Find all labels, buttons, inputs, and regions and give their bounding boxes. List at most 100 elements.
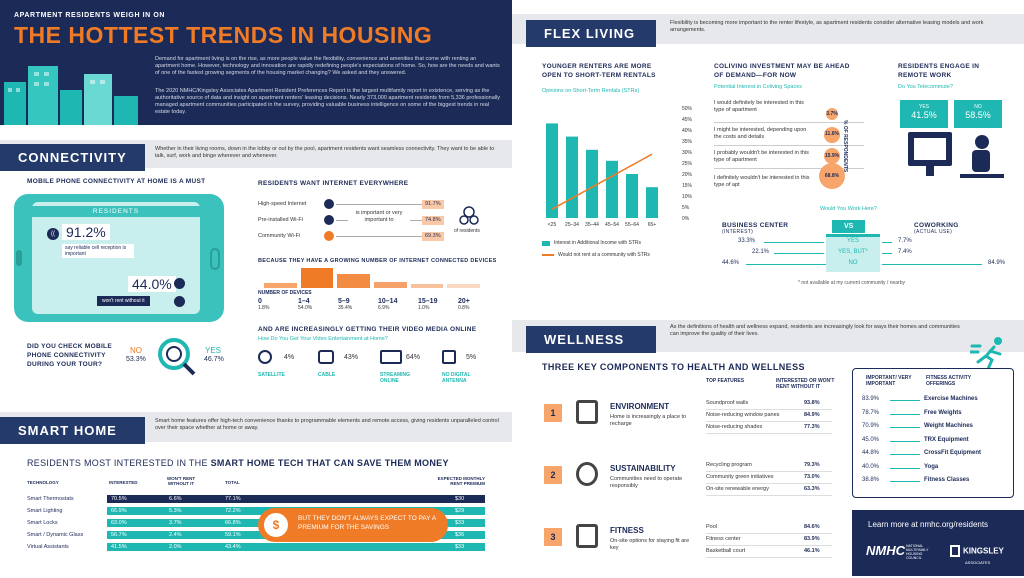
coliving-text: I might be interested, depending upon th…	[714, 127, 807, 140]
fitness-panel	[852, 368, 1014, 498]
str-legend: Interest in Additional Income with STRs …	[542, 240, 650, 258]
wellness-intro: As the definitions of health and wellnes…	[670, 324, 960, 337]
component-name: ENVIRONMENT	[610, 402, 670, 411]
phone-graphic: RESIDENTS	[14, 194, 224, 322]
video-label: STREAMING ONLINE	[380, 372, 410, 384]
fitness-row: 44.8% CrossFit Equipment	[862, 450, 1012, 464]
feature-name: Noise-reducing window panes	[706, 412, 780, 418]
bc-value: 44.6%	[722, 260, 740, 266]
feature-value: 84.9%	[804, 412, 820, 418]
x-tick-label: 55–64	[625, 222, 639, 228]
component-desc: Communities need to operate responsibly	[610, 476, 683, 489]
fitness-col-offerings: FITNESS ACTIVITY OFFERINGS	[926, 375, 972, 387]
bc-line	[774, 253, 824, 254]
cw-line	[882, 264, 982, 265]
device-range: 0	[258, 298, 262, 305]
smart-title-a: RESIDENTS MOST INTERESTED IN THE	[27, 458, 211, 468]
coliving-circle: 68.8%	[818, 162, 846, 190]
footer-panel	[852, 510, 1024, 576]
video-value: 43%	[344, 354, 359, 361]
col-interested: INTERESTED	[109, 480, 138, 485]
str-bar	[586, 149, 598, 218]
remote-no-box: NO 58.5%	[954, 100, 1002, 128]
feature-divider	[706, 421, 832, 422]
cw-line	[882, 253, 892, 254]
remote-yes-value: 41.5%	[911, 110, 937, 120]
device-bar	[374, 281, 407, 288]
feature-divider	[706, 495, 832, 496]
device-bar	[337, 273, 371, 288]
device-bar	[447, 283, 481, 288]
coliving-subtitle: Potential Interest in Coliving Spaces	[714, 84, 803, 90]
feature-name: On-site renewable energy	[706, 486, 769, 492]
wellness-component: 1 ENVIRONMENT Home is increasingly a place…	[540, 392, 840, 454]
wont-rent-value: 2.0%	[169, 544, 182, 550]
work-footnote: * not available at my current community …	[798, 280, 905, 286]
hero-kicker: APARTMENT RESIDENTS WEIGH IN ON	[14, 12, 166, 19]
wont-rent-value: 6.6%	[169, 496, 182, 502]
coliving-text: I would definitely be interested in this…	[714, 100, 804, 113]
fitness-row: 38.8% Fitness Classes	[862, 477, 1012, 491]
cell-signal-icon: ((	[47, 228, 59, 240]
fitness-name: Weight Machines	[924, 423, 973, 429]
nmhc-logo: NMHC NATIONAL MULTIFAMILY HOUSING COUNCI…	[866, 542, 936, 560]
globe-icon	[576, 462, 598, 486]
hero-paragraph-1: Demand for apartment living is on the ri…	[155, 56, 500, 76]
legend-bar-swatch	[542, 240, 550, 246]
wellness-components: 1 ENVIRONMENT Home is increasingly a place…	[540, 392, 840, 578]
hero-paragraph-2: The 2020 NMHC/Kingsley Associates Apartm…	[155, 88, 500, 115]
total-value: 77.1%	[225, 496, 241, 502]
total-value: 66.8%	[225, 520, 241, 526]
coliving-circle: 3.7%	[825, 107, 839, 121]
str-bar	[546, 123, 558, 218]
cw-value: 7.7%	[898, 238, 912, 244]
total-bar	[107, 495, 485, 503]
stat-reception-text: say reliable cell reception is important	[62, 244, 134, 258]
feature-divider	[706, 483, 832, 484]
tech-name: Smart / Dynamic Glass	[27, 532, 84, 538]
y-tick-label: 10%	[682, 194, 693, 200]
smart-title-b: SMART HOME TECH THAT CAN SAVE THEM MONEY	[210, 458, 449, 468]
x-tick-label: 25–34	[565, 222, 579, 228]
learn-more-link[interactable]: Learn more at nmhc.org/residents	[868, 520, 989, 529]
savings-callout-text: BUT THEY DON'T ALWAYS EXPECT TO PAY A PR…	[298, 515, 436, 531]
bc-sub: (INTEREST)	[722, 229, 754, 235]
device-pct: 0.8%	[458, 305, 470, 311]
component-number: 2	[544, 466, 562, 484]
remote-yes-box: YES 41.5%	[900, 100, 948, 128]
nmhc-logo-sub: NATIONAL MULTIFAMILY HOUSING COUNCIL	[906, 544, 929, 560]
fitness-name: CrossFit Equipment	[924, 450, 982, 456]
x-tick-label: <25	[548, 222, 557, 228]
internet-title: RESIDENTS WANT INTERNET EVERYWHERE	[258, 180, 409, 187]
feature-name: Community green initiatives	[706, 474, 774, 480]
video-value: 5%	[466, 354, 477, 361]
feature-divider	[706, 433, 832, 434]
cw-title: COWORKING	[914, 222, 959, 229]
smart-table-header: TECHNOLOGY INTERESTED WON'T RENT WITHOUT…	[27, 474, 485, 490]
tech-name: Virtual Assistants	[27, 544, 69, 550]
str-bar	[566, 136, 578, 218]
feature-name: Recycling program	[706, 462, 752, 468]
wellness-col-interested: INTERESTED OR WON'T RENT WITHOUT IT	[776, 378, 835, 390]
device-range: 10–14	[378, 298, 398, 305]
fitness-list: 83.9% Exercise Machines 78.7% Free Weights 7…	[862, 396, 1012, 491]
total-value: 43.4%	[225, 544, 241, 550]
str-chart: 50% 45% 40% 35% 30% 25% 20% 15% 10% 5% 0% <25 25–34 3…	[546, 106, 693, 228]
streaming-icon	[380, 350, 402, 364]
coliving-axis: % OF RESPONDENTS	[842, 120, 848, 173]
fitness-name: Free Weights	[924, 409, 962, 416]
fitness-row: 45.0% TRX Equipment	[862, 437, 1012, 451]
feature-name: Pool	[706, 524, 718, 530]
col-wont-rent: WON'T RENT WITHOUT IT	[166, 476, 196, 486]
video-label: SATELLITE	[258, 372, 285, 378]
col-total: TOTAL	[225, 480, 240, 485]
device-pct: 6.9%	[378, 305, 390, 311]
feature-divider	[706, 533, 832, 534]
kingsley-logo-sub: ASSOCIATES	[965, 560, 991, 565]
str-title: YOUNGER RENTERS ARE MORE OPEN TO SHORT-T…	[542, 63, 656, 79]
str-bar	[646, 187, 658, 218]
fitness-row: 78.7% Free Weights	[862, 410, 1012, 424]
x-tick-label: 65+	[648, 222, 657, 228]
y-tick-label: 45%	[682, 117, 693, 123]
stat-wontrent-text: won't rent without it	[97, 296, 150, 306]
